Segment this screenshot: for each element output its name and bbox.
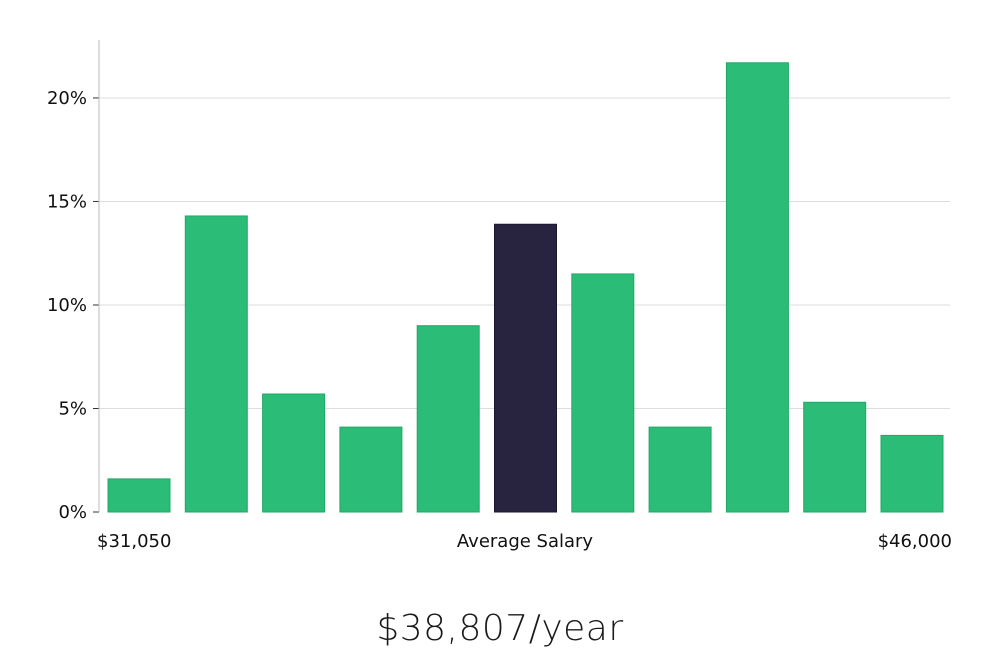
bar: [571, 273, 635, 513]
bar: [803, 401, 867, 513]
y-tick-label: 0%: [58, 502, 87, 523]
bar: [648, 426, 712, 513]
bar: [725, 62, 789, 513]
bars: [107, 62, 944, 513]
y-tick-label: 15%: [47, 191, 87, 212]
y-tick-label: 20%: [47, 88, 87, 109]
bar: [339, 426, 403, 513]
bar: [262, 393, 326, 513]
x-end-label: $46,000: [878, 531, 952, 552]
bar: [416, 325, 480, 513]
bar-average-salary: [494, 223, 557, 513]
y-axis-ticks: 0% 5% 10% 15% 20%: [47, 88, 99, 523]
x-center-label: Average Salary: [457, 531, 594, 552]
bar: [880, 434, 944, 513]
y-tick-label: 5%: [58, 398, 87, 419]
average-salary-value: $38,807/year: [376, 608, 624, 649]
bar: [107, 478, 171, 513]
bar: [184, 215, 248, 513]
y-tick-label: 10%: [47, 295, 87, 316]
x-start-label: $31,050: [97, 531, 171, 552]
